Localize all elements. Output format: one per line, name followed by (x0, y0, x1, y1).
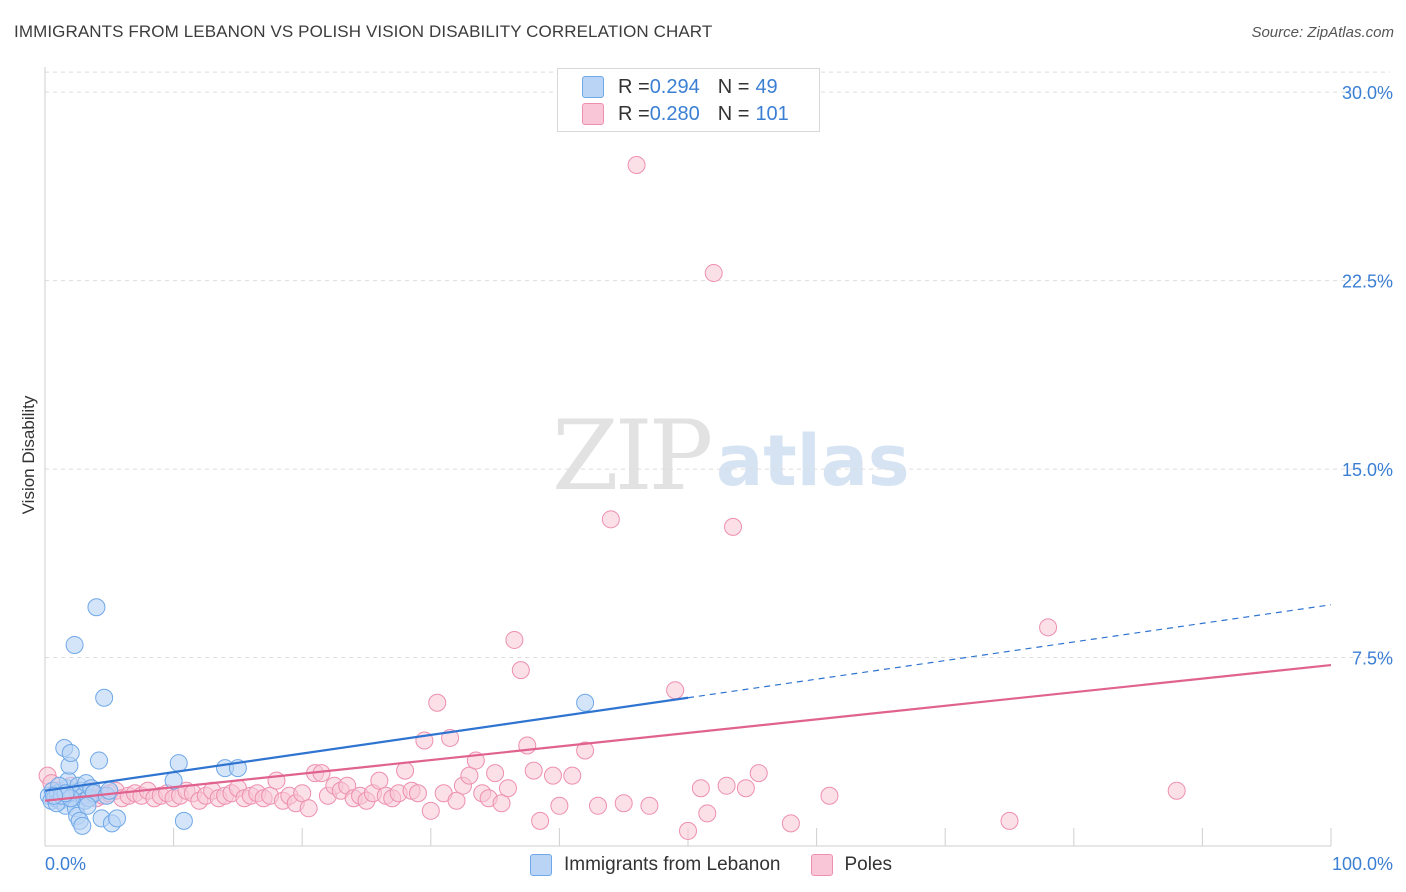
poles-point (293, 784, 312, 803)
n-label: N = (717, 102, 750, 125)
poles-point (447, 791, 466, 810)
lebanon-trend-extension (687, 604, 1332, 699)
poles-point (563, 766, 582, 785)
legend-label-poles: Poles (844, 854, 893, 875)
poles-point (299, 799, 318, 818)
poles-trend-line (44, 663, 1332, 802)
poles-point (408, 784, 427, 803)
bottom-legend: Immigrants from Lebanon Poles (530, 852, 922, 878)
poles-point (543, 766, 562, 785)
lebanon-legend-swatch-icon (530, 854, 552, 876)
lebanon-point (87, 598, 106, 617)
y-tick-label: 7.5% (1352, 649, 1393, 669)
chart-title: IMMIGRANTS FROM LEBANON VS POLISH VISION… (14, 22, 713, 41)
lebanon-swatch-icon (582, 76, 604, 98)
r-value: 0.280 (649, 102, 700, 125)
poles-legend-swatch-icon (810, 854, 833, 876)
trend-lines (44, 604, 1332, 802)
lebanon-point (61, 744, 80, 763)
y-tick-label: 15.0% (1342, 460, 1393, 480)
poles-point (576, 741, 595, 760)
lebanon-point (108, 809, 127, 828)
poles-point (704, 264, 723, 283)
n-value: 101 (755, 102, 789, 125)
poles-point (820, 786, 839, 805)
grid-layer (45, 71, 1390, 659)
x-tick-label: 0.0% (45, 854, 86, 874)
poles-point (550, 796, 569, 815)
r-label: R = (618, 75, 650, 98)
poles-point (428, 693, 447, 712)
poles-point (614, 794, 633, 813)
r-label: R = (618, 102, 650, 125)
stats-legend-box: R = 0.294 N = 49 R = 0.280 N = 101 (557, 68, 820, 132)
poles-point (531, 811, 550, 830)
stats-row-lebanon: R = 0.294 N = 49 (582, 75, 778, 99)
n-label: N = (717, 75, 750, 98)
poles-point (627, 156, 646, 175)
lebanon-point (95, 688, 114, 707)
lebanon-point (100, 781, 119, 800)
legend-item-poles[interactable]: Poles (810, 854, 893, 876)
legend-item-lebanon[interactable]: Immigrants from Lebanon (530, 854, 781, 876)
poles-point (717, 776, 736, 795)
lebanon-point (78, 796, 97, 815)
poles-point (781, 814, 800, 833)
y-axis-label: Vision Disability (19, 395, 38, 514)
x-tick-label: 100.0% (1332, 854, 1393, 874)
poles-point (736, 779, 755, 798)
lebanon-point (90, 751, 109, 770)
chart-source: Source: ZipAtlas.com (1251, 24, 1394, 41)
poles-point (724, 517, 743, 536)
series-immigrants-from-lebanon (39, 598, 595, 835)
poles-point (460, 766, 479, 785)
poles-point (524, 761, 543, 780)
r-value: 0.294 (649, 75, 700, 98)
y-tick-label: 22.5% (1342, 272, 1393, 292)
poles-point (486, 764, 505, 783)
lebanon-trend-line (44, 696, 689, 792)
lebanon-point (65, 635, 84, 654)
poles-point (498, 779, 517, 798)
poles-point (370, 771, 389, 790)
poles-point (666, 681, 685, 700)
poles-point (396, 761, 415, 780)
axis-layer (44, 67, 1332, 847)
poles-point (421, 801, 440, 820)
poles-point (601, 510, 620, 529)
poles-point (749, 764, 768, 783)
lebanon-point (174, 811, 193, 830)
poles-point (1000, 811, 1019, 830)
y-tick-label: 30.0% (1342, 83, 1393, 103)
lebanon-point (576, 693, 595, 712)
poles-point (1039, 618, 1058, 637)
poles-point (492, 794, 511, 813)
n-value: 49 (755, 75, 778, 98)
poles-point (1167, 781, 1186, 800)
poles-swatch-icon (582, 103, 604, 125)
poles-point (588, 796, 607, 815)
legend-label-lebanon: Immigrants from Lebanon (564, 854, 781, 875)
poles-point (679, 821, 697, 840)
poles-point (505, 630, 524, 649)
poles-point (698, 804, 717, 823)
lebanon-point (73, 816, 92, 835)
poles-point (640, 796, 659, 815)
poles-point (691, 779, 710, 798)
tick-labels: 7.5% 15.0% 22.5% 30.0% 0.0% 100.0% (45, 83, 1393, 874)
stats-row-poles: R = 0.280 N = 101 (582, 102, 789, 126)
series-poles (38, 156, 1186, 840)
watermark-atlas: atlas (716, 420, 910, 502)
lebanon-point (169, 754, 188, 773)
watermark-zip: ZIP (552, 400, 713, 512)
poles-point (511, 661, 530, 680)
